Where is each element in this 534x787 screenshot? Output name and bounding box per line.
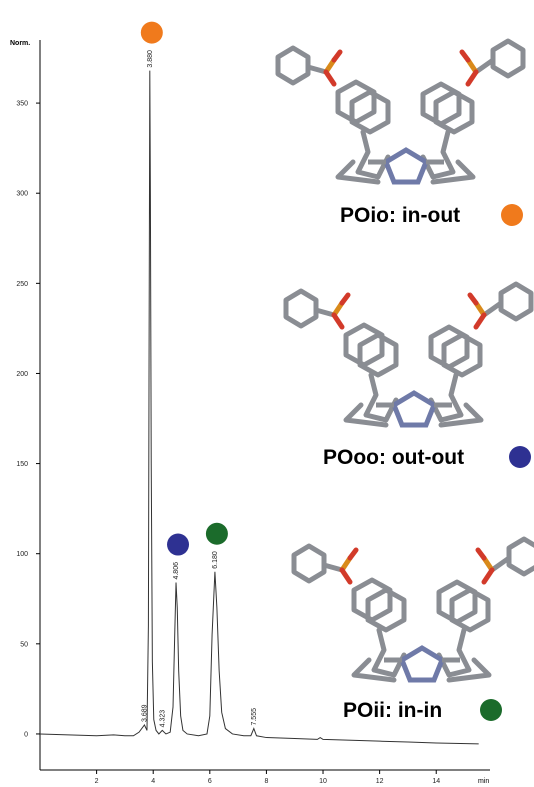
- x-tick-label: 8: [264, 778, 268, 785]
- y-tick-label: 0: [24, 731, 28, 738]
- peak-marker: [167, 534, 189, 556]
- trace: [40, 71, 479, 744]
- peak-label: 7.555: [251, 708, 258, 726]
- legend-marker: [501, 204, 523, 226]
- legend-marker: [509, 446, 531, 468]
- molecule-structure: [294, 539, 534, 680]
- x-tick-label: 10: [319, 778, 327, 785]
- y-tick-label: 250: [16, 281, 28, 288]
- x-tick-label: 2: [95, 778, 99, 785]
- chromatogram-figure: Norm. min 0 50 100 150 200 250 300 350 2 4 6 8 10 12 1…: [0, 0, 534, 787]
- x-tick-label: 6: [208, 778, 212, 785]
- peak-label: 4.323: [159, 710, 166, 728]
- x-tick-label: 12: [376, 778, 384, 785]
- peak-marker: [206, 523, 228, 545]
- y-axis-label: Norm.: [10, 40, 30, 47]
- peak-label: 6.180: [212, 551, 219, 569]
- x-tick-label: 14: [432, 778, 440, 785]
- y-tick-label: 50: [20, 641, 28, 648]
- peak-label: 3.689: [141, 704, 148, 722]
- y-tick-label: 150: [16, 461, 28, 468]
- x-axis-label: min: [478, 778, 489, 785]
- legend-label: POio: in-out: [340, 204, 460, 227]
- legend-label: POoo: out-out: [323, 446, 464, 469]
- y-tick-label: 300: [16, 191, 28, 198]
- peak-marker: [141, 22, 163, 44]
- legend-label: POii: in-in: [343, 699, 442, 722]
- molecule-structure: [278, 41, 523, 182]
- y-tick-label: 200: [16, 371, 28, 378]
- y-tick-label: 100: [16, 551, 28, 558]
- x-tick-label: 4: [151, 778, 155, 785]
- legend-marker: [480, 699, 502, 721]
- peak-label: 3.880: [147, 50, 154, 68]
- peak-label: 4.806: [173, 562, 180, 580]
- molecule-structure: [286, 284, 531, 425]
- y-tick-label: 350: [16, 101, 28, 108]
